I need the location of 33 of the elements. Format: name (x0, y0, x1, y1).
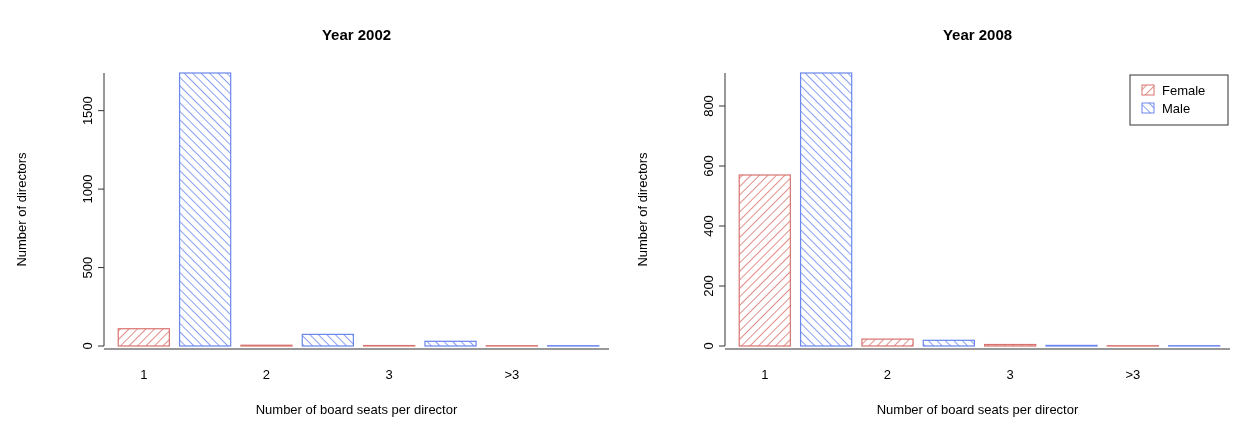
bar (424, 340, 477, 347)
y-tick-label: 0 (80, 342, 95, 350)
y-tick-label: 600 (701, 155, 716, 177)
x-tick-label: 2 (262, 367, 271, 382)
bar (861, 338, 914, 347)
x-tick-label: 1 (761, 367, 769, 382)
bar (301, 333, 354, 347)
x-tick-label: >3 (504, 367, 520, 382)
bar (178, 72, 232, 347)
bar (922, 339, 975, 347)
y-axis-title: Number of directors (14, 151, 29, 267)
x-tick-label: >3 (1125, 367, 1141, 382)
y-tick-label: 1000 (80, 174, 95, 204)
legend-label: Male (1162, 101, 1191, 116)
legend-label: Female (1162, 83, 1206, 98)
y-tick-label: 500 (80, 256, 95, 279)
y-tick-label: 400 (701, 215, 716, 237)
chart-title: Year 2002 (321, 26, 392, 43)
chart-title: Year 2008 (942, 26, 1013, 43)
x-tick-label: 3 (1006, 367, 1014, 382)
x-axis-title: Number of board seats per director (255, 402, 458, 417)
bar (117, 328, 170, 347)
x-tick-label: 1 (140, 367, 148, 382)
y-axis-title: Number of directors (635, 151, 650, 267)
y-tick-label: 800 (701, 95, 716, 117)
x-axis-title: Number of board seats per director (876, 402, 1079, 417)
y-tick-label: 0 (701, 342, 716, 350)
y-tick-label: 1500 (80, 96, 95, 126)
y-tick-label: 200 (701, 275, 716, 297)
bar (799, 72, 853, 347)
x-tick-label: 2 (883, 367, 892, 382)
bar (738, 174, 791, 347)
x-tick-label: 3 (385, 367, 393, 382)
